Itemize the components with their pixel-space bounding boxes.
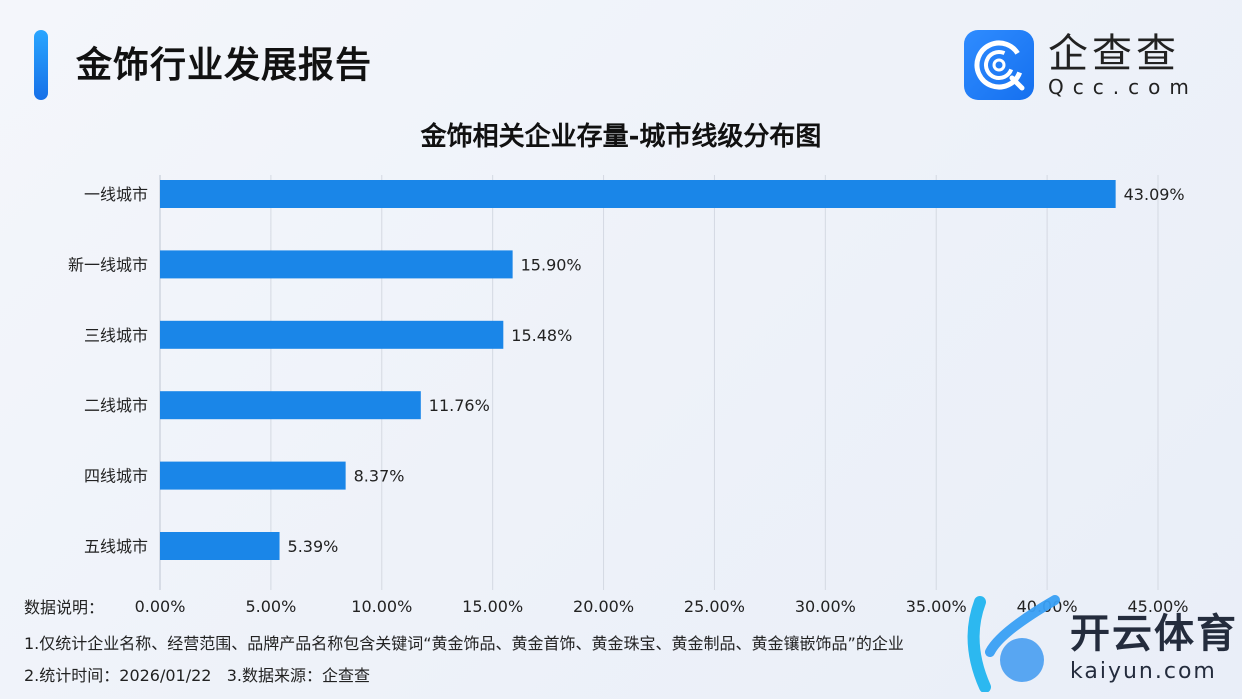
- chart-title: 金饰相关企业存量-城市线级分布图: [420, 122, 822, 152]
- y-category-label: 二线城市: [84, 396, 148, 415]
- qcc-logo: 企查查 Qcc.com: [964, 30, 1198, 100]
- title-accent-bar: [34, 30, 48, 100]
- x-tick-label: 5.00%: [245, 597, 296, 616]
- watermark: 开云体育 kaiyun.com: [960, 592, 1238, 692]
- x-tick-label: 25.00%: [684, 597, 745, 616]
- bar: [160, 391, 421, 420]
- footer-note-1: 1.仅统计企业名称、经营范围、品牌产品名称包含关键词“黄金饰品、黄金首饰、黄金珠…: [24, 634, 904, 653]
- bar: [160, 250, 513, 279]
- bar-value-label: 11.76%: [429, 396, 490, 415]
- x-tick-label: 20.00%: [573, 597, 634, 616]
- page-title: 金饰行业发展报告: [76, 45, 373, 86]
- x-tick-label: 30.00%: [795, 597, 856, 616]
- bar: [160, 180, 1116, 208]
- footer-note-2: 2.统计时间：2026/01/22 3.数据来源：企查查: [24, 666, 371, 685]
- bar-value-label: 43.09%: [1124, 185, 1185, 204]
- x-tick-label: 0.00%: [135, 597, 186, 616]
- watermark-en: kaiyun.com: [1070, 658, 1217, 684]
- bar-value-label: 15.90%: [521, 255, 582, 274]
- x-tick-label: 35.00%: [906, 597, 967, 616]
- logo-cn-text: 企查查: [1048, 31, 1180, 77]
- y-category-label: 四线城市: [84, 467, 148, 486]
- watermark-k-icon: [967, 595, 1060, 692]
- y-category-label: 一线城市: [84, 185, 148, 204]
- bar-value-label: 15.48%: [511, 326, 572, 345]
- logo-en-text: Qcc.com: [1048, 75, 1198, 99]
- bar: [160, 320, 504, 349]
- bar: [160, 532, 280, 560]
- y-category-label: 三线城市: [84, 326, 148, 345]
- watermark-cn: 开云体育: [1070, 610, 1238, 657]
- bar-value-label: 8.37%: [354, 467, 405, 486]
- y-category-label: 五线城市: [84, 537, 148, 556]
- y-category-label: 新一线城市: [68, 255, 148, 274]
- x-tick-label: 15.00%: [462, 597, 523, 616]
- x-tick-label: 10.00%: [351, 597, 412, 616]
- qcc-logo-icon: [964, 30, 1034, 100]
- bar: [160, 461, 346, 490]
- bar-value-label: 5.39%: [288, 537, 339, 556]
- footer-label: 数据说明：: [24, 598, 105, 617]
- x-tick-label: 45.00%: [1127, 597, 1188, 616]
